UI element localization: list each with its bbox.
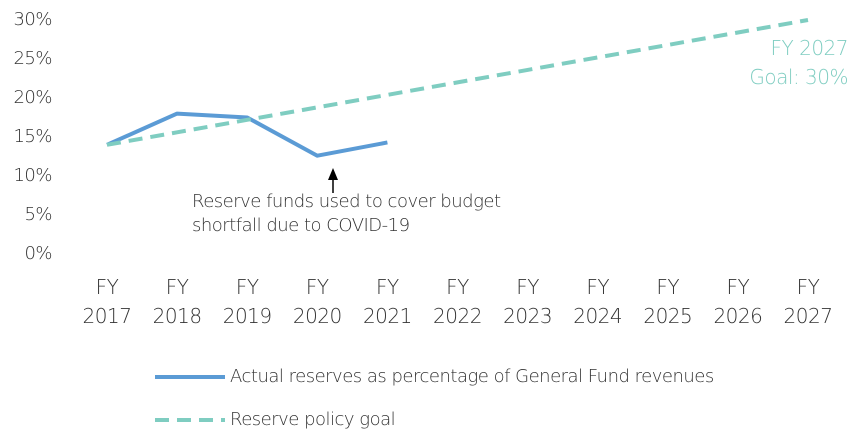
x-tick-label: FY 2025 [643, 275, 693, 328]
legend-label: Actual reserves as percentage of General… [230, 366, 714, 387]
x-tick-label: FY 2017 [82, 275, 132, 328]
y-tick-label: 30% [13, 9, 52, 30]
y-tick-label: 0% [24, 243, 52, 264]
x-tick-label: FY 2022 [433, 275, 482, 328]
y-tick-label: 20% [13, 87, 52, 108]
annotation: FY 2027 Goal: 30% [749, 36, 848, 89]
y-tick-label: 10% [13, 165, 52, 186]
y-tick-label: 25% [13, 48, 52, 69]
x-tick-label: FY 2020 [292, 275, 342, 328]
arrow-head [328, 168, 338, 180]
x-tick-label: FY 2024 [573, 275, 623, 328]
x-tick-label: FY 2027 [783, 275, 833, 328]
annotation: Reserve funds used to cover budget short… [192, 191, 501, 236]
x-tick-label: FY 2018 [152, 275, 202, 328]
x-tick-label: FY 2026 [713, 275, 763, 328]
x-tick-label: FY 2019 [222, 275, 272, 328]
y-tick-label: 15% [13, 126, 52, 147]
x-tick-label: FY 2021 [362, 275, 412, 328]
x-tick-label: FY 2023 [503, 275, 553, 328]
series-line [106, 111, 388, 158]
y-tick-label: 5% [24, 204, 52, 225]
series-line [106, 18, 809, 147]
legend-label: Reserve policy goal [230, 409, 396, 430]
